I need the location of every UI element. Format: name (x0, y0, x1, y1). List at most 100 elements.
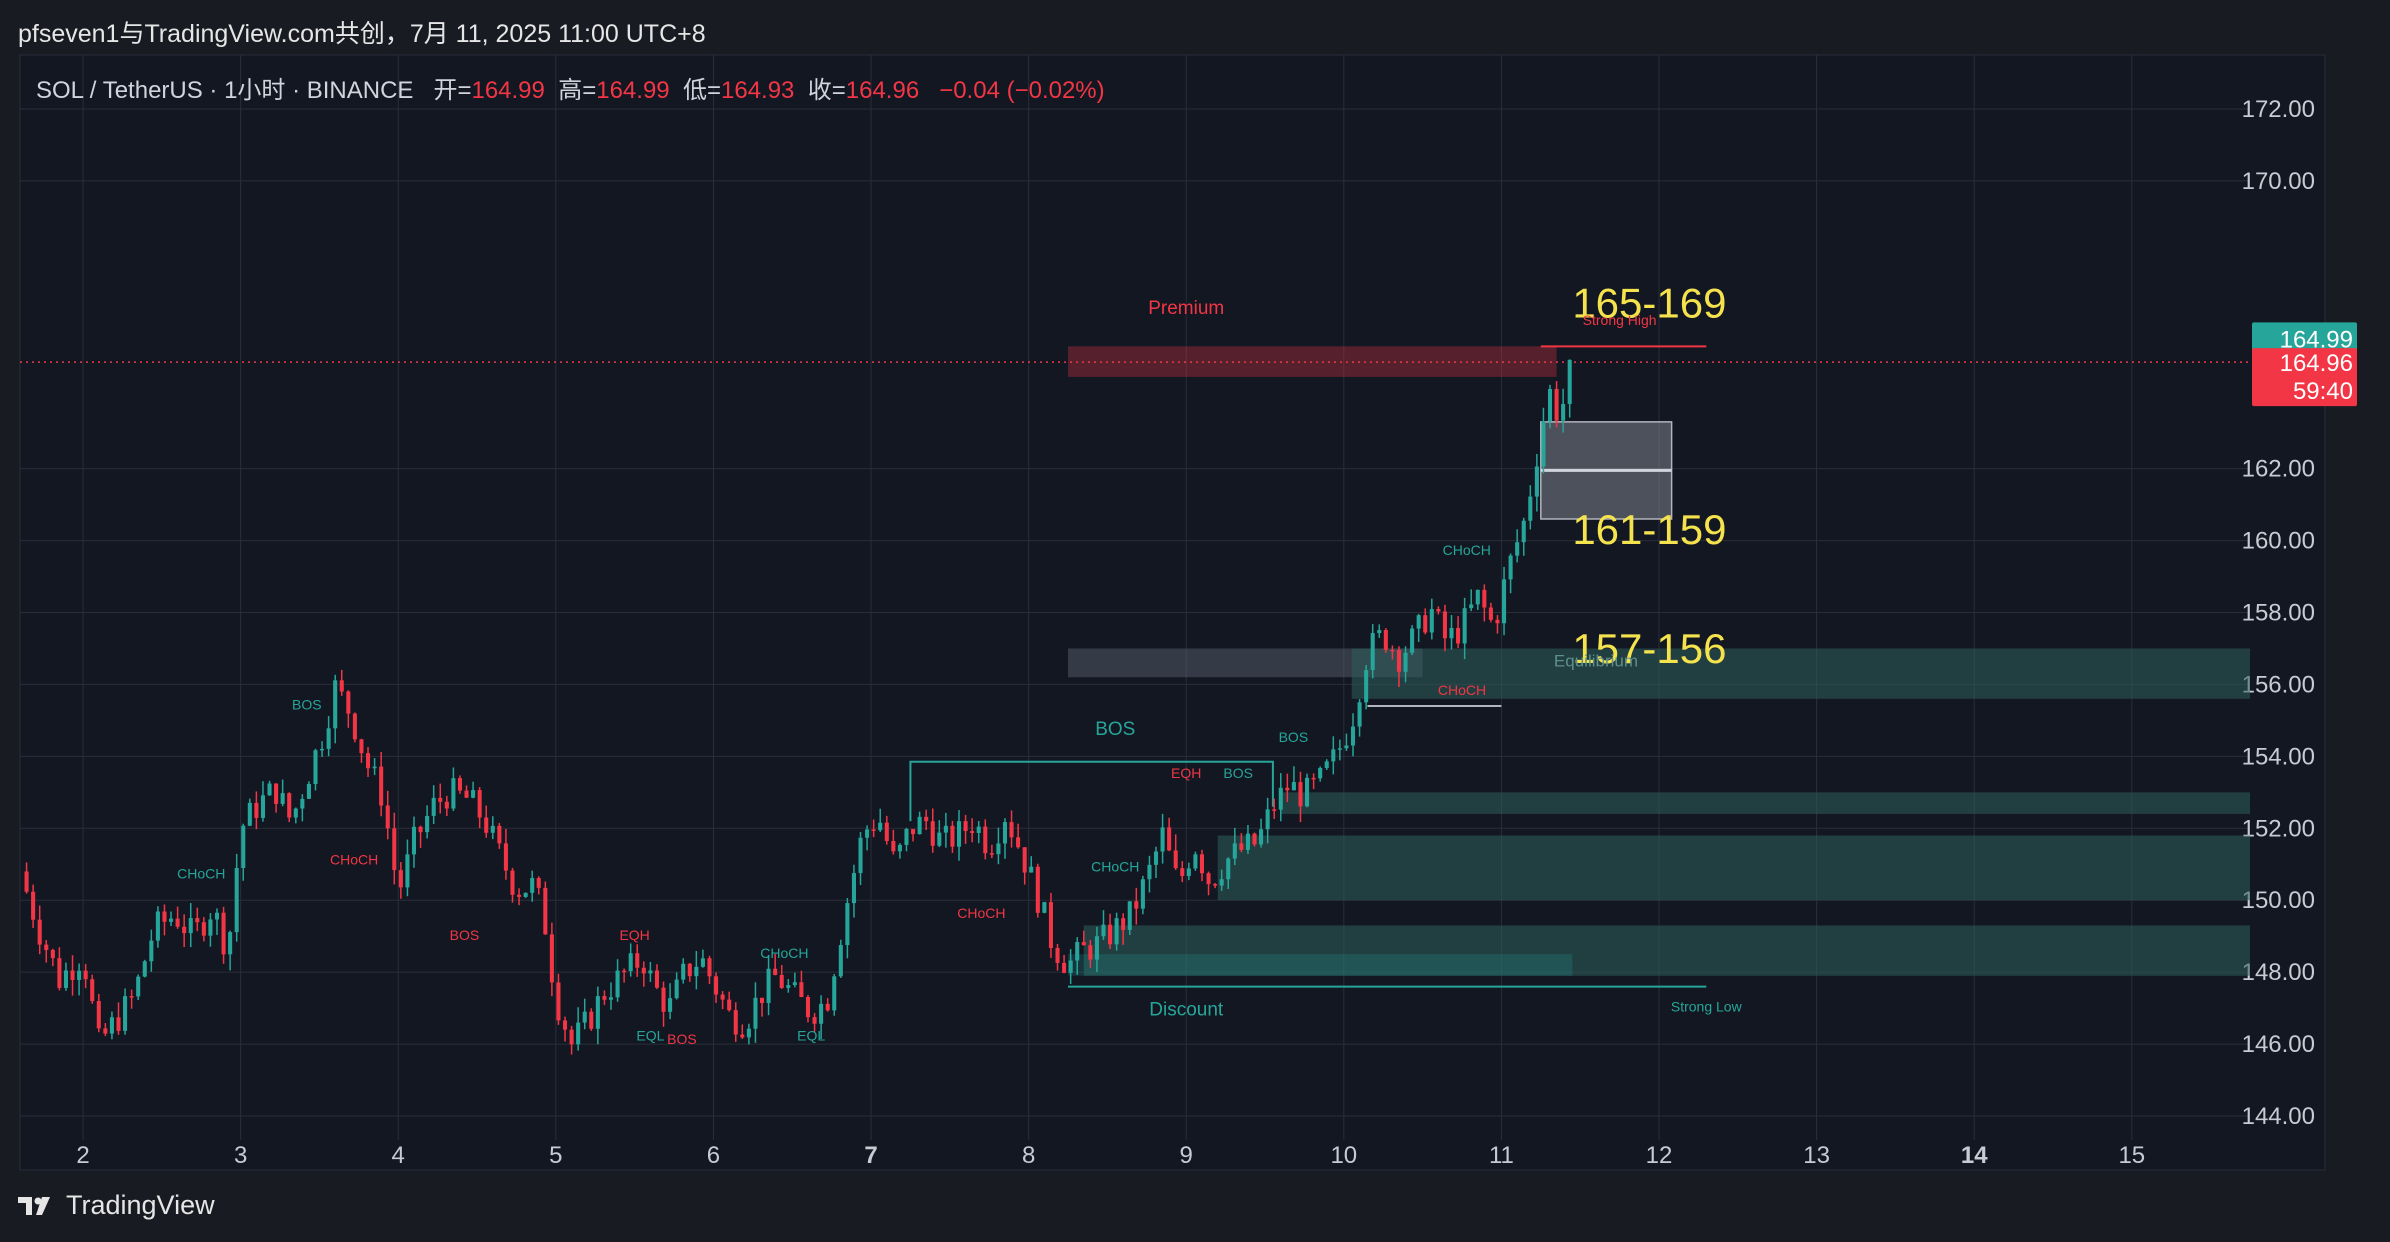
chart-annotation: CHoCH (957, 905, 1005, 921)
candle-body (385, 805, 390, 829)
candle-body (510, 870, 515, 895)
candle-body (503, 843, 508, 871)
candle-body (241, 825, 246, 868)
candle-body (155, 911, 160, 941)
candle-body (149, 940, 154, 962)
candle-body (805, 996, 811, 1018)
candle-body (70, 970, 75, 980)
candle-body (1298, 782, 1303, 807)
candle-body (1180, 868, 1185, 877)
candle-body (90, 979, 95, 1002)
candle-body (878, 822, 883, 831)
candle-body (228, 932, 233, 955)
candle-body (1101, 924, 1106, 937)
x-tick-label: 14 (1961, 1142, 1988, 1169)
chart-annotation: BOS (450, 927, 480, 943)
candle-body (1442, 611, 1447, 639)
candle-body (1410, 628, 1415, 653)
x-tick-label: 3 (234, 1142, 247, 1169)
candle-body (109, 1017, 114, 1034)
candle-body (674, 979, 679, 999)
chart-annotation: Equilibrium (1554, 651, 1638, 670)
candle-body (582, 1011, 587, 1023)
candle-body (431, 797, 436, 816)
candle-body (865, 829, 870, 838)
candle-body (911, 828, 916, 835)
symbol-label[interactable]: SOL / TetherUS · 1小时 · BINANCE (36, 77, 414, 104)
chart-annotation: EQH (619, 927, 649, 943)
candle-body (1213, 884, 1218, 886)
candle-body (576, 1022, 581, 1045)
candle-body (838, 945, 843, 977)
candle-body (812, 1017, 817, 1024)
candle-body (740, 1034, 745, 1038)
candle-body (274, 783, 279, 804)
candle-body (766, 968, 771, 1004)
candle-body (661, 987, 666, 1012)
candle-body (116, 1017, 121, 1031)
candle-body (136, 976, 141, 997)
chart-annotation: Premium (1148, 298, 1224, 319)
candle-body (1396, 649, 1402, 672)
candle-body (208, 919, 213, 936)
chart-annotation: 165-169 (1572, 280, 1726, 327)
zone-premium (1068, 346, 1557, 377)
candle-body (326, 728, 331, 749)
candle-body (162, 911, 167, 922)
candle-body (681, 963, 686, 980)
x-tick-label: 10 (1330, 1142, 1357, 1169)
candle-body (1403, 652, 1408, 672)
candle-body (1219, 879, 1224, 886)
candle-body (937, 832, 942, 846)
candle-body (753, 997, 758, 1029)
change-value: −0.04 (−0.02%) (939, 77, 1105, 104)
candle-body (1232, 843, 1237, 859)
candle-body (1456, 627, 1461, 644)
x-tick-label: 6 (707, 1142, 720, 1169)
candle-body (333, 680, 338, 729)
open-value: 164.99 (471, 77, 545, 104)
candle-body (1075, 942, 1080, 961)
candle-body (457, 778, 462, 791)
candle-body (773, 968, 778, 976)
y-tick-label: 150.00 (2242, 887, 2315, 914)
candle-body (234, 867, 239, 933)
candle-body (1547, 388, 1553, 422)
candle-body (668, 998, 673, 1012)
candle-body (313, 750, 318, 784)
candle-body (1528, 496, 1533, 521)
candle-body (471, 790, 476, 798)
x-tick-label: 5 (549, 1142, 562, 1169)
candle-body (129, 996, 134, 998)
candle-body (490, 825, 495, 833)
candle-body (1173, 850, 1178, 869)
candle-body (1153, 851, 1159, 865)
candle-body (976, 826, 981, 833)
candle-body (320, 748, 325, 751)
candle-body (346, 691, 351, 714)
chart-annotation: Strong Low (1671, 999, 1743, 1015)
candle-body (438, 797, 443, 802)
bos-bracket (909, 760, 1274, 822)
low-label: 低= (682, 77, 721, 104)
candle-body (904, 828, 909, 845)
candle-body (589, 1011, 594, 1029)
candle-body (996, 843, 1001, 855)
candle-body (956, 821, 962, 847)
candle-body (635, 953, 640, 968)
candle-body (359, 739, 364, 754)
candle-body (1364, 670, 1369, 703)
candle-body (1429, 609, 1434, 633)
countdown-text: 59:40 (2293, 378, 2353, 405)
y-tick-label: 162.00 (2242, 456, 2315, 483)
candle-body (779, 975, 784, 988)
chart-attribution: pfseven1与TradingView.com共创，7月 11, 2025 1… (18, 20, 706, 48)
candle-body (1160, 827, 1165, 852)
candle-body (1344, 745, 1349, 749)
y-tick-label: 154.00 (2242, 743, 2315, 770)
candle-body (536, 878, 541, 888)
candle-body (1114, 918, 1119, 945)
tradingview-brand[interactable]: TradingView (18, 1190, 215, 1221)
candle-body (1147, 864, 1152, 880)
